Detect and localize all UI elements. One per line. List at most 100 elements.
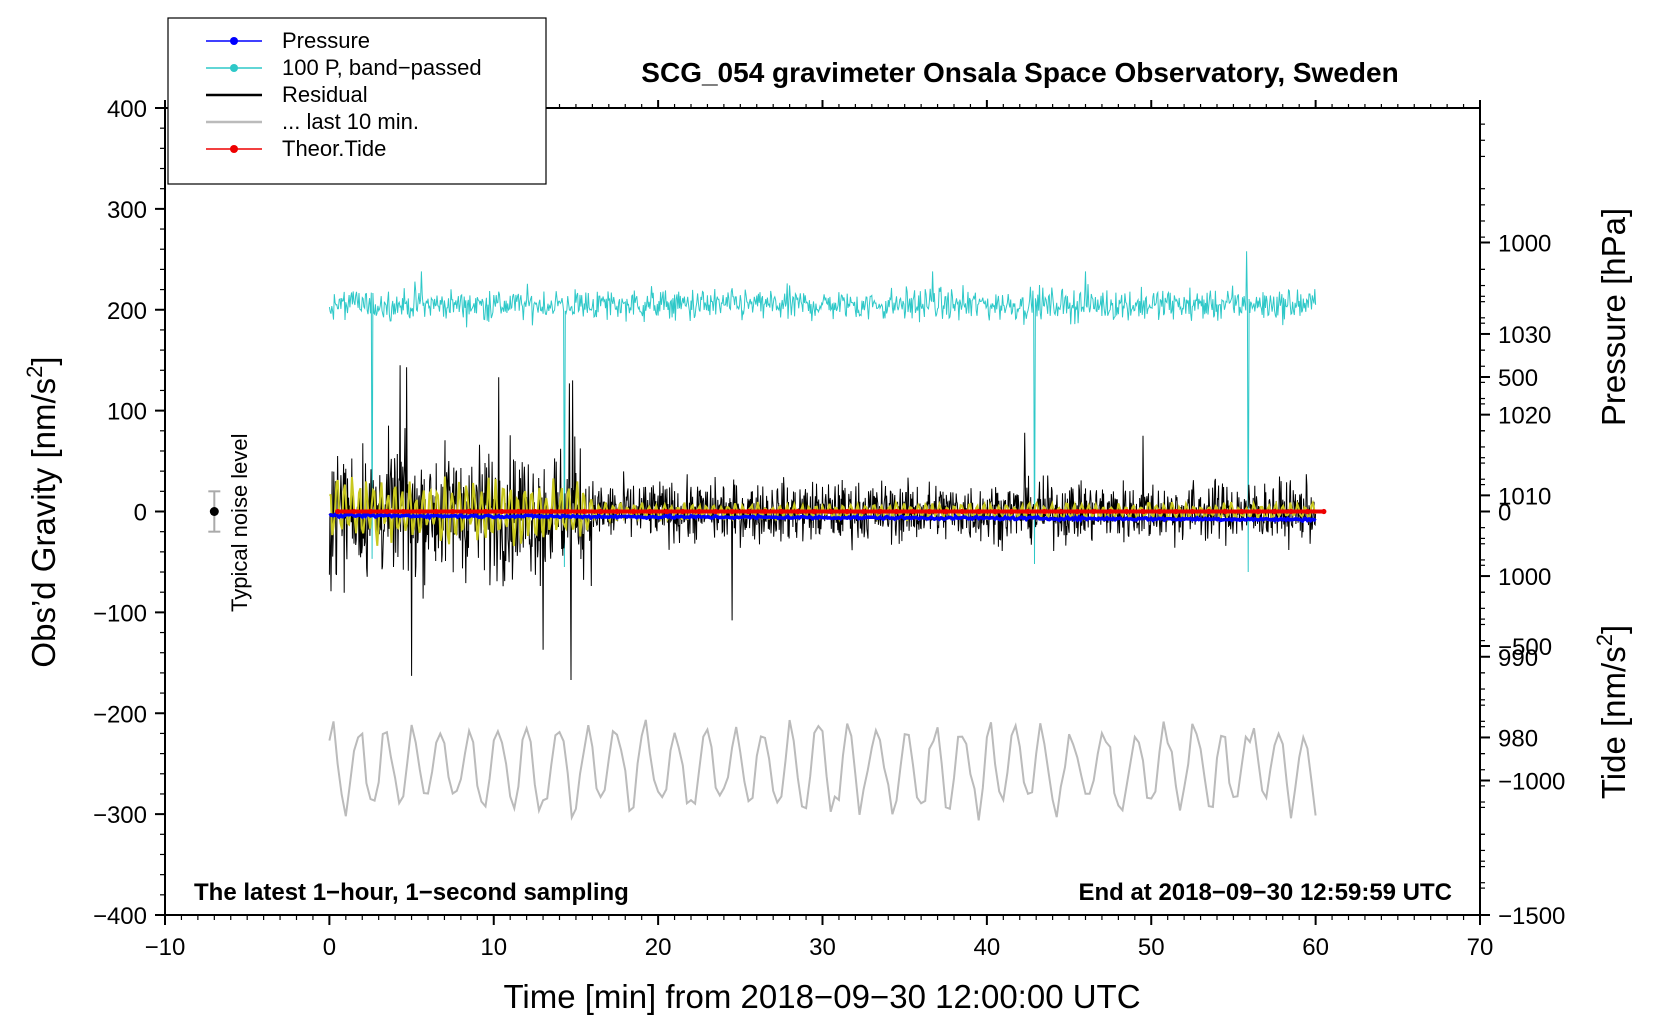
tide-point [1255,508,1261,515]
tide-point [630,508,637,515]
tide-point [811,508,817,515]
tide-point [680,508,686,515]
tide-point [384,508,390,515]
pressure-tick-label: 1010 [1498,483,1551,510]
legend-label: Pressure [282,28,370,53]
tide-tick-label: −1000 [1498,769,1565,796]
tide-tick-label: 0 [1498,500,1511,527]
y-axis-ticks: −400 −300 −200 −100 0 100 200 300 400 [93,96,165,930]
tide-point [565,508,571,515]
pressure-tick-label: 1030 [1498,322,1551,349]
legend-marker [230,145,238,153]
note-left: The latest 1−hour, 1−second sampling [194,879,629,906]
tide-tick-label: −1500 [1498,903,1565,930]
x-tick-label: 30 [809,934,836,961]
tide-point [1041,508,1048,515]
tide-point [400,508,406,515]
x-tick-label: 70 [1467,934,1494,961]
y-axis-title: Obs’d Gravity [nm/s2] [22,356,62,667]
chart-title: SCG_054 gravimeter Onsala Space Observat… [641,57,1398,88]
tide-tick-label: 500 [1498,365,1538,392]
legend-label: Theor.Tide [282,136,386,161]
tide-point [433,508,439,515]
tide-point [351,508,357,515]
y-tick-label: 0 [134,500,147,527]
pressure-axis-ticks: 980 990 1000 1010 1020 1030 [1480,123,1551,884]
tide-point [795,508,801,515]
tide-point [1239,508,1245,515]
tide-point [515,508,522,515]
tide-point [943,508,949,515]
tide-point [466,508,472,515]
tide-point [614,508,620,515]
tide-point [1271,508,1278,515]
y-tick-label: −200 [93,701,147,728]
tide-tick-label: −500 [1498,634,1552,661]
tide-point [1123,508,1130,515]
legend-box [167,17,547,185]
noise-label: Typical noise level [227,433,252,612]
tide-axis-title: Tide [nm/s2] [1592,625,1632,799]
note-right: End at 2018−09−30 12:59:59 UTC [1078,879,1452,906]
tide-point [860,508,867,515]
x-tick-label: −10 [145,934,186,961]
tide-point [1321,508,1327,515]
tide-point [1008,508,1015,515]
tide-point [1189,508,1195,515]
tide-point [1206,508,1212,515]
x-tick-label: 60 [1302,934,1329,961]
y-tick-label: 400 [107,96,147,123]
series-band-passed-pressure [328,251,1317,573]
tide-point [1222,508,1228,515]
x-tick-label: 50 [1138,934,1165,961]
pressure-tick-label: 1020 [1498,403,1551,430]
tide-point [1107,508,1113,515]
x-tick-label: 0 [323,934,336,961]
tide-point [1140,508,1146,515]
legend-label: Residual [282,82,368,107]
x-tick-label: 40 [974,934,1001,961]
tide-point [696,508,702,515]
tide-point [745,508,752,515]
y-tick-label: 200 [107,298,147,325]
tide-point [762,508,768,515]
tide-point [548,508,554,515]
pressure-tick-label: 980 [1498,725,1538,752]
tide-point [1058,508,1064,515]
tide-point [992,508,998,515]
noise-bar-point [209,507,219,516]
x-axis-ticks: −10 0 10 20 30 40 50 60 70 [145,100,1494,961]
tide-point [1304,508,1311,515]
tide-point [1156,508,1163,515]
x-tick-label: 10 [480,934,507,961]
tide-point [597,508,604,515]
tide-point [1288,508,1294,515]
tide-point [877,508,883,515]
legend-marker [230,37,238,45]
tide-point [1025,508,1031,515]
tide-point [778,508,785,515]
tide-point [1074,508,1080,515]
series-pressure [328,510,1317,524]
series-last-10-min [328,719,1317,821]
tide-point [367,508,374,515]
tide-point [729,508,735,515]
tide-point [532,508,538,515]
x-tick-label: 20 [645,934,672,961]
pressure-tick-label: 990 [1498,645,1538,672]
tide-point [1091,508,1097,515]
tide-point [417,508,423,515]
y-tick-label: −300 [93,802,147,829]
tide-point [450,508,456,515]
tide-axis-ticks: −1500 −1000 −500 0 500 1000 [1480,231,1565,930]
legend-label: ... last 10 min. [282,109,419,134]
y-tick-label: 100 [107,399,147,426]
tide-point [926,508,932,515]
pressure-tick-label: 1000 [1498,564,1551,591]
legend-label: 100 P, band−passed [282,55,482,80]
tide-tick-label: 1000 [1498,231,1551,258]
tide-point [910,508,916,515]
tide-point [482,508,489,515]
